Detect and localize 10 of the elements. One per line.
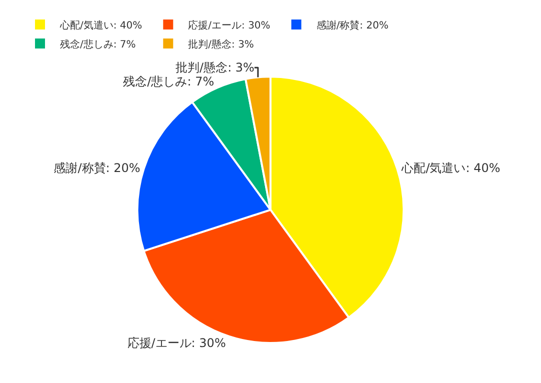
legend-label: 残念/悲しみ: 7% [60,38,136,50]
legend-label: 感謝/称賛: 20% [316,19,388,32]
legend-label: 心配/気遣い: 40% [59,19,142,32]
slice-label: 残念/悲しみ: 7% [123,74,214,89]
legend-label: 批判/懸念: 3% [188,38,254,50]
slice-label: 批判/懸念: 3% [176,60,254,75]
legend-label: 応援/エール: 30% [188,19,270,32]
slice-label: 応援/エール: 30% [127,336,226,350]
slice-label: 心配/気遣い: 40% [400,160,500,175]
slice-label: 感謝/称賛: 20% [54,160,140,175]
